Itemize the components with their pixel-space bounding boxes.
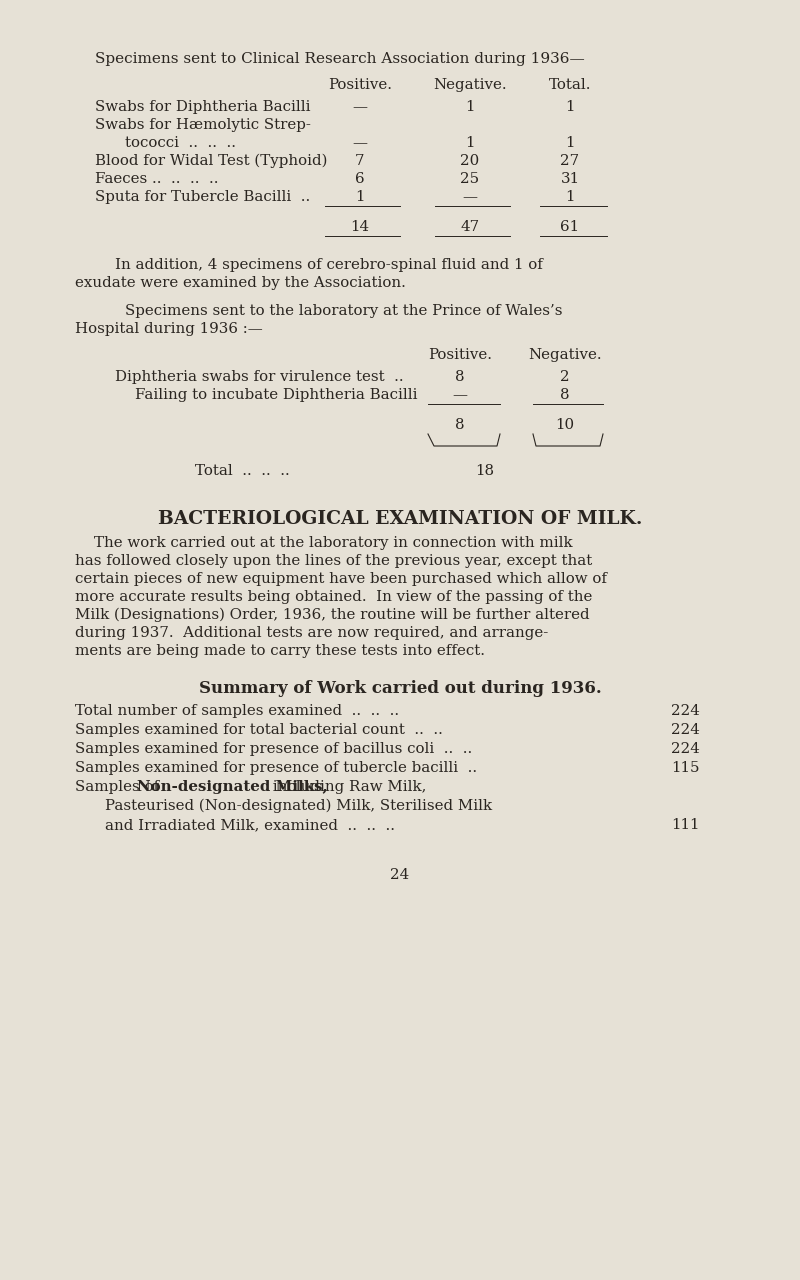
Text: Specimens sent to the laboratory at the Prince of Wales’s: Specimens sent to the laboratory at the … <box>125 303 562 317</box>
Text: including Raw Milk,: including Raw Milk, <box>268 780 426 794</box>
Text: 14: 14 <box>350 220 370 234</box>
Text: 61: 61 <box>561 220 579 234</box>
Text: 1: 1 <box>466 100 474 114</box>
Text: 224: 224 <box>671 742 700 756</box>
Text: 24: 24 <box>390 868 410 882</box>
Text: Swabs for Hæmolytic Strep-: Swabs for Hæmolytic Strep- <box>95 118 311 132</box>
Text: during 1937.  Additional tests are now required, and arrange-: during 1937. Additional tests are now re… <box>75 626 548 640</box>
Text: 2: 2 <box>560 370 570 384</box>
Text: exudate were examined by the Association.: exudate were examined by the Association… <box>75 276 406 291</box>
Text: Samples examined for total bacterial count  ..  ..: Samples examined for total bacterial cou… <box>75 723 443 737</box>
Text: 1: 1 <box>355 189 365 204</box>
Text: 1: 1 <box>466 136 474 150</box>
Text: Blood for Widal Test (Typhoid): Blood for Widal Test (Typhoid) <box>95 154 327 169</box>
Text: The work carried out at the laboratory in connection with milk: The work carried out at the laboratory i… <box>75 536 573 550</box>
Text: 25: 25 <box>461 172 479 186</box>
Text: Total.: Total. <box>549 78 591 92</box>
Text: 18: 18 <box>475 463 494 477</box>
Text: 224: 224 <box>671 704 700 718</box>
Text: 8: 8 <box>455 419 465 431</box>
Text: Diphtheria swabs for virulence test  ..: Diphtheria swabs for virulence test .. <box>115 370 404 384</box>
Text: 115: 115 <box>671 762 700 774</box>
Text: Specimens sent to Clinical Research Association during 1936—: Specimens sent to Clinical Research Asso… <box>95 52 585 67</box>
Text: Pasteurised (Non-designated) Milk, Sterilised Milk: Pasteurised (Non-designated) Milk, Steri… <box>105 799 492 813</box>
Text: 8: 8 <box>455 370 465 384</box>
Text: Swabs for Diphtheria Bacilli: Swabs for Diphtheria Bacilli <box>95 100 310 114</box>
Text: —: — <box>353 136 367 150</box>
Text: 6: 6 <box>355 172 365 186</box>
Text: 20: 20 <box>460 154 480 168</box>
Text: and Irradiated Milk, examined  ..  ..  ..: and Irradiated Milk, examined .. .. .. <box>105 818 395 832</box>
Text: Sputa for Tubercle Bacilli  ..: Sputa for Tubercle Bacilli .. <box>95 189 310 204</box>
Text: —: — <box>462 189 478 204</box>
Text: 1: 1 <box>566 189 574 204</box>
Text: more accurate results being obtained.  In view of the passing of the: more accurate results being obtained. In… <box>75 590 592 604</box>
Text: Samples of: Samples of <box>75 780 164 794</box>
Text: 224: 224 <box>671 723 700 737</box>
Text: 8: 8 <box>560 388 570 402</box>
Text: 111: 111 <box>671 818 700 832</box>
Text: —: — <box>353 100 367 114</box>
Text: Positive.: Positive. <box>328 78 392 92</box>
Text: has followed closely upon the lines of the previous year, except that: has followed closely upon the lines of t… <box>75 554 592 568</box>
Text: tococci  ..  ..  ..: tococci .. .. .. <box>125 136 236 150</box>
Text: Milk (Designations) Order, 1936, the routine will be further altered: Milk (Designations) Order, 1936, the rou… <box>75 608 590 622</box>
Text: 27: 27 <box>561 154 579 168</box>
Text: certain pieces of new equipment have been purchased which allow of: certain pieces of new equipment have bee… <box>75 572 607 586</box>
Text: Non-designated Milks,: Non-designated Milks, <box>137 780 328 794</box>
Text: Total number of samples examined  ..  ..  ..: Total number of samples examined .. .. .… <box>75 704 399 718</box>
Text: BACTERIOLOGICAL EXAMINATION OF MILK.: BACTERIOLOGICAL EXAMINATION OF MILK. <box>158 509 642 527</box>
Text: 1: 1 <box>566 136 574 150</box>
Text: Negative.: Negative. <box>433 78 507 92</box>
Text: Failing to incubate Diphtheria Bacilli: Failing to incubate Diphtheria Bacilli <box>135 388 418 402</box>
Text: Positive.: Positive. <box>428 348 492 362</box>
Text: Samples examined for presence of bacillus coli  ..  ..: Samples examined for presence of bacillu… <box>75 742 472 756</box>
Text: In addition, 4 specimens of cerebro-spinal fluid and 1 of: In addition, 4 specimens of cerebro-spin… <box>115 259 543 271</box>
Text: 1: 1 <box>566 100 574 114</box>
Text: Total  ..  ..  ..: Total .. .. .. <box>195 463 290 477</box>
Text: Negative.: Negative. <box>528 348 602 362</box>
Text: 7: 7 <box>355 154 365 168</box>
Text: —: — <box>453 388 467 402</box>
Text: ments are being made to carry these tests into effect.: ments are being made to carry these test… <box>75 644 485 658</box>
Text: Summary of Work carried out during 1936.: Summary of Work carried out during 1936. <box>198 680 602 698</box>
Text: 10: 10 <box>555 419 574 431</box>
Text: Samples examined for presence of tubercle bacilli  ..: Samples examined for presence of tubercl… <box>75 762 477 774</box>
Text: Hospital during 1936 :—: Hospital during 1936 :— <box>75 323 262 335</box>
Text: 47: 47 <box>461 220 479 234</box>
Text: 31: 31 <box>561 172 579 186</box>
Text: Faeces ..  ..  ..  ..: Faeces .. .. .. .. <box>95 172 218 186</box>
